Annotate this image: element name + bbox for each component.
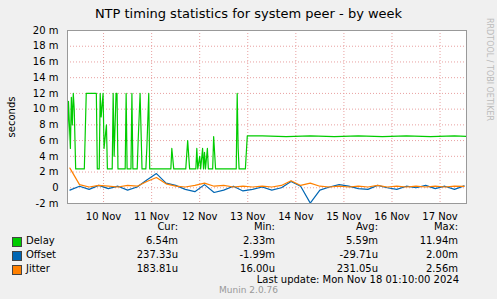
html-text:Munin 2.0.76: Munin 2.0.76 bbox=[219, 285, 278, 295]
html-text:Jitter: Jitter bbox=[26, 263, 50, 274]
svg-text:15 Nov: 15 Nov bbox=[326, 211, 362, 220]
html-text:Cur:: Cur: bbox=[157, 221, 178, 232]
html-text:Last update: Mon Nov 18 01:10:: Last update: Mon Nov 18 01:10:00 2024 bbox=[256, 274, 459, 285]
svg-text:12 m: 12 m bbox=[33, 88, 59, 99]
svg-text:20 m: 20 m bbox=[33, 25, 59, 36]
html-text:-29.71u: -29.71u bbox=[339, 249, 378, 260]
html-text:NTP timing statistics for syst: NTP timing statistics for system peer - … bbox=[94, 6, 403, 21]
svg-text:12 Nov: 12 Nov bbox=[182, 211, 218, 220]
html-text:183.81u: 183.81u bbox=[136, 263, 178, 274]
html-text:231.05u: 231.05u bbox=[336, 263, 378, 274]
svg-text:seconds: seconds bbox=[6, 97, 17, 138]
svg-text:10 m: 10 m bbox=[33, 103, 59, 114]
html-text:-1.99m: -1.99m bbox=[239, 249, 275, 260]
html-text:Min:: Min: bbox=[253, 221, 275, 232]
html-text:2.00m: 2.00m bbox=[426, 249, 458, 260]
svg-text:6 m: 6 m bbox=[39, 135, 58, 146]
html-text:6.54m: 6.54m bbox=[146, 235, 178, 246]
svg-text:17 Nov: 17 Nov bbox=[422, 211, 458, 220]
svg-text:10 Nov: 10 Nov bbox=[86, 211, 122, 220]
svg-text:14 Nov: 14 Nov bbox=[278, 211, 314, 220]
svg-text:8 m: 8 m bbox=[39, 119, 58, 130]
html-text:2.33m: 2.33m bbox=[243, 235, 275, 246]
svg-text:-2 m: -2 m bbox=[36, 198, 59, 209]
html-text:Delay: Delay bbox=[26, 235, 55, 246]
html-text:237.33u: 237.33u bbox=[136, 249, 178, 260]
svg-text:0: 0 bbox=[52, 182, 58, 193]
svg-text:16 Nov: 16 Nov bbox=[374, 211, 410, 220]
html-text:2.56m: 2.56m bbox=[426, 263, 458, 274]
svg-text:18 m: 18 m bbox=[33, 40, 59, 51]
html-text:Offset: Offset bbox=[26, 249, 56, 260]
svg-text:11 Nov: 11 Nov bbox=[134, 211, 170, 220]
html-text:Avg:: Avg: bbox=[356, 221, 378, 232]
html-text:5.59m: 5.59m bbox=[346, 235, 378, 246]
html-text:Max:: Max: bbox=[434, 221, 458, 232]
svg-text:16 m: 16 m bbox=[33, 56, 59, 67]
svg-text:4 m: 4 m bbox=[39, 151, 58, 162]
svg-text:2 m: 2 m bbox=[39, 166, 58, 177]
html-text:RRDTOOL / TOBI OETIKER: RRDTOOL / TOBI OETIKER bbox=[485, 18, 494, 121]
svg-text:14 m: 14 m bbox=[33, 72, 59, 83]
html-text:11.94m: 11.94m bbox=[419, 235, 458, 246]
html-text:16.00u: 16.00u bbox=[240, 263, 275, 274]
svg-text:13 Nov: 13 Nov bbox=[230, 211, 266, 220]
